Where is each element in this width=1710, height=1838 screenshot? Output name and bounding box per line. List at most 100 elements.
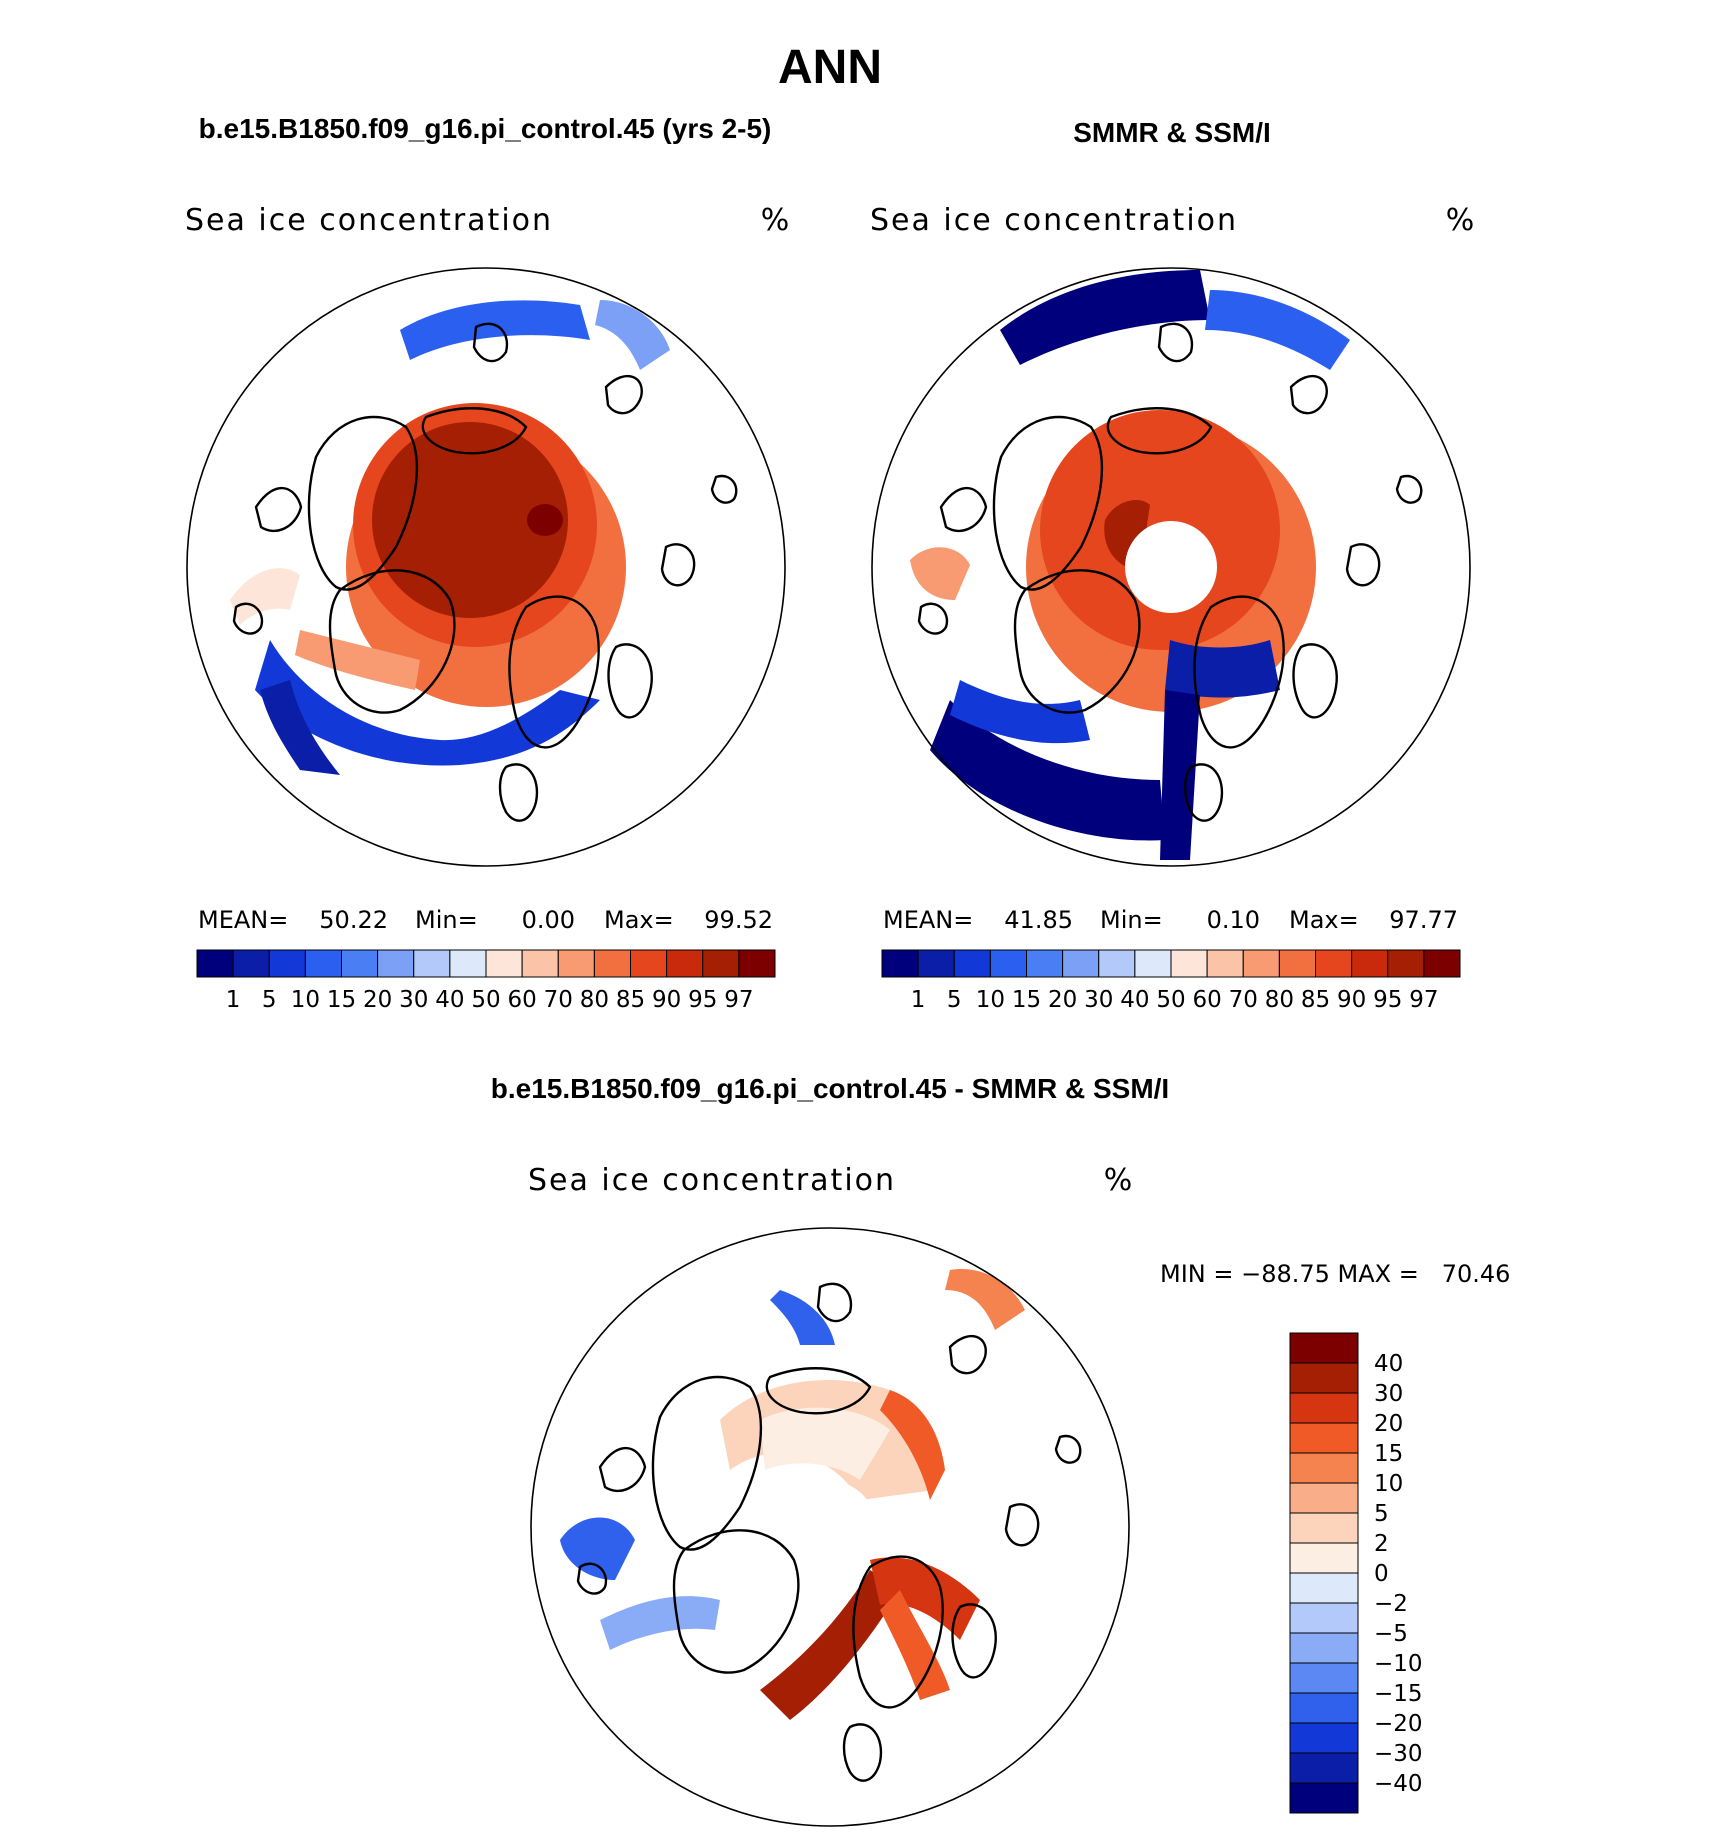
panel-diff-heading: b.e15.B1850.f09_g16.pi_control.45 - SMMR…	[491, 1073, 1169, 1104]
colorbar-swatch	[1289, 1422, 1359, 1454]
colorbar-swatch	[449, 949, 487, 978]
colorbar-swatch	[953, 949, 991, 978]
colorbar-swatch	[304, 949, 342, 978]
colorbar-swatch	[989, 949, 1027, 978]
colorbar-tick-label: −2	[1374, 1591, 1408, 1617]
colorbar-tick-label: 40	[1374, 1351, 1403, 1377]
colorbar-swatch	[630, 949, 668, 978]
colorbar-swatch	[1289, 1662, 1359, 1694]
colorbar-tick-label: 30	[399, 987, 428, 1013]
colorbar-swatch	[485, 949, 523, 978]
colorbar-tick-label: 30	[1374, 1381, 1403, 1407]
colorbar-tick-label: 70	[544, 987, 573, 1013]
colorbar-tick-label: 60	[1192, 987, 1221, 1013]
min-value: 0.10	[1207, 906, 1260, 934]
colorbar-tick-label: 80	[580, 987, 609, 1013]
colorbar-swatch	[377, 949, 415, 978]
panel-diff-units: %	[1104, 1163, 1133, 1198]
colorbar-swatch	[196, 949, 234, 978]
colorbar-tick-label: 97	[724, 987, 753, 1013]
colorbar-swatch	[1026, 949, 1064, 978]
panel-obs-map	[871, 267, 1471, 867]
colorbar-swatch	[521, 949, 559, 978]
mean-value: 50.22	[319, 906, 388, 934]
colorbar-tick-label: 90	[1337, 987, 1366, 1013]
colorbar-tick-label: 2	[1374, 1531, 1389, 1557]
colorbar-swatch	[1289, 1752, 1359, 1784]
colorbar-swatch	[917, 949, 955, 978]
panel-model-heading: b.e15.B1850.f09_g16.pi_control.45 (yrs 2…	[199, 113, 772, 144]
max-label: Max=	[1289, 906, 1359, 934]
panel-obs-field-label: Sea ice concentration	[870, 203, 1238, 238]
colorbar-swatch	[1170, 949, 1208, 978]
colorbar-swatch	[1289, 1542, 1359, 1574]
panel-obs-heading: SMMR & SSM/I	[1073, 117, 1271, 148]
colorbar-tick-label: 80	[1265, 987, 1294, 1013]
colorbar-swatch	[1289, 1782, 1359, 1814]
colorbar-swatch	[738, 949, 776, 978]
colorbar-tick-label: 15	[1012, 987, 1041, 1013]
colorbar-tick-label: −20	[1374, 1711, 1423, 1737]
colorbar-swatch	[1387, 949, 1425, 978]
colorbar-tick-label: 1	[911, 987, 926, 1013]
colorbar-swatch	[881, 949, 919, 978]
panel-diff-map	[530, 1227, 1130, 1827]
colorbar-swatch	[1289, 1482, 1359, 1514]
colorbar-swatch	[1242, 949, 1280, 978]
colorbar-swatch	[1206, 949, 1244, 978]
colorbar-tick-label: −10	[1374, 1651, 1423, 1677]
colorbar-swatch	[1289, 1452, 1359, 1484]
colorbar-swatch	[702, 949, 740, 978]
panel-obs: SMMR & SSM/I Sea ice concentration % MEA…	[870, 117, 1474, 1013]
min-label: Min=	[1100, 906, 1163, 934]
colorbar-tick-label: −40	[1374, 1771, 1423, 1797]
panel-model-units: %	[761, 203, 790, 238]
colorbar-swatch	[557, 949, 595, 978]
colorbar-swatch	[1289, 1632, 1359, 1664]
colorbar-swatch	[1289, 1602, 1359, 1634]
colorbar-tick-label: −5	[1374, 1621, 1408, 1647]
colorbar-swatch	[1062, 949, 1100, 978]
colorbar-swatch	[1351, 949, 1389, 978]
panel-obs-stats: MEAN= 41.85 Min= 0.10 Max= 97.77	[883, 906, 1458, 934]
colorbar-tick-label: 1	[226, 987, 241, 1013]
colorbar-swatch	[1289, 1692, 1359, 1724]
figure-title: ANN	[778, 41, 882, 94]
colorbar-swatch	[1289, 1392, 1359, 1424]
colorbar-swatch	[413, 949, 451, 978]
colorbar-swatch	[1289, 1332, 1359, 1364]
panel-obs-colorbar: 1 5 10 15 20 30 40 50 60 70 80 85 90 95 97	[881, 949, 1461, 1013]
colorbar-tick-label: 30	[1084, 987, 1113, 1013]
colorbar-tick-label: −15	[1374, 1681, 1423, 1707]
panel-diff-range: MIN = −88.75 MAX = 70.46	[1160, 1260, 1510, 1288]
colorbar-tick-label: 95	[688, 987, 717, 1013]
colorbar-tick-label: 97	[1409, 987, 1438, 1013]
colorbar-tick-label: 85	[616, 987, 645, 1013]
colorbar-tick-label: 0	[1374, 1561, 1389, 1587]
colorbar-tick-label: 70	[1229, 987, 1258, 1013]
colorbar-swatch	[1289, 1512, 1359, 1544]
panel-diff: b.e15.B1850.f09_g16.pi_control.45 - SMMR…	[491, 1073, 1510, 1827]
colorbar-tick-label: 60	[507, 987, 536, 1013]
colorbar-swatch	[1098, 949, 1136, 978]
max-value: 97.77	[1389, 906, 1458, 934]
panel-model-stats: MEAN= 50.22 Min= 0.00 Max= 99.52	[198, 906, 773, 934]
colorbar-tick-label: 15	[1374, 1441, 1403, 1467]
colorbar-swatch	[1278, 949, 1316, 978]
colorbar-tick-label: 5	[1374, 1501, 1389, 1527]
colorbar-tick-label: 15	[327, 987, 356, 1013]
colorbar-tick-label: 20	[1048, 987, 1077, 1013]
max-value: 99.52	[704, 906, 773, 934]
max-label: Max=	[604, 906, 674, 934]
colorbar-tick-label: 10	[1374, 1471, 1403, 1497]
colorbar-swatch	[1315, 949, 1353, 978]
colorbar-tick-label: 50	[471, 987, 500, 1013]
colorbar-tick-label: 85	[1301, 987, 1330, 1013]
panel-diff-field-label: Sea ice concentration	[528, 1163, 896, 1198]
colorbar-swatch	[341, 949, 379, 978]
panel-model-field-label: Sea ice concentration	[185, 203, 553, 238]
panel-model-colorbar: 1 5 10 15 20 30 40 50 60 70 80 85 90 95 97	[196, 949, 776, 1013]
colorbar-tick-label: 20	[363, 987, 392, 1013]
